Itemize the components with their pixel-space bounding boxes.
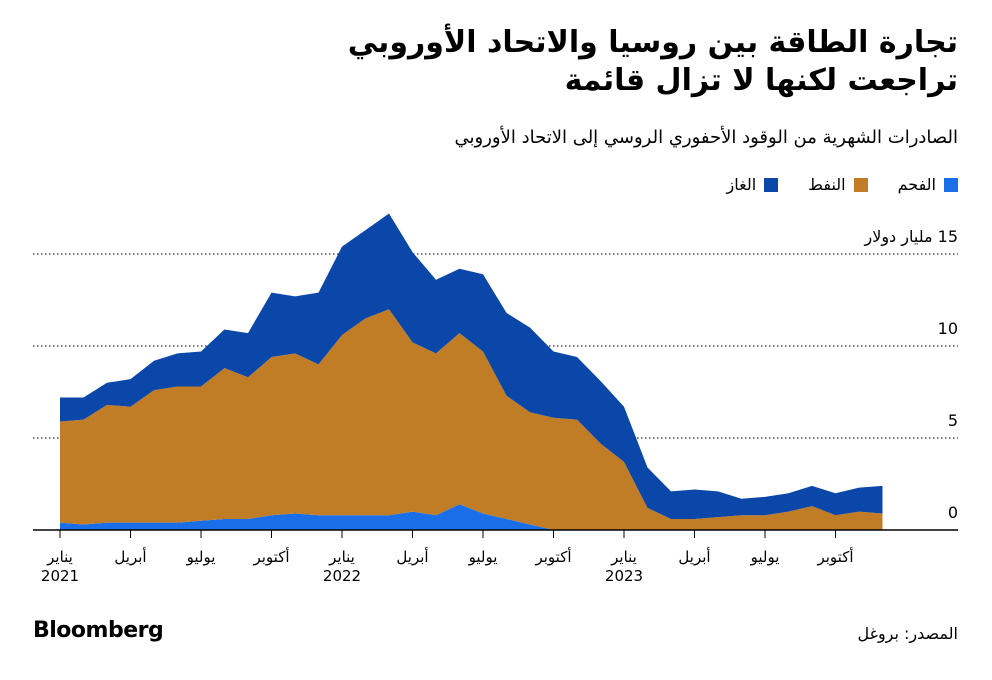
x-tick-label: أبريل (396, 548, 429, 566)
x-tick-label: أكتوبر (535, 548, 572, 566)
area (60, 213, 883, 519)
x-tick-label: أكتوبر (253, 548, 290, 566)
legend-label: الفحم (897, 175, 936, 194)
legend-item: الفحم (898, 175, 958, 194)
x-tick-label: أبريل (114, 548, 147, 566)
y-tick-label: 15 مليار دولار (864, 227, 958, 246)
y-tick-label: 10 (937, 319, 958, 338)
area (60, 309, 883, 530)
x-tick-label: يوليو (468, 548, 498, 566)
x-tick-label: يوليو (750, 548, 780, 566)
legend: الفحم النفط الغاز (727, 175, 958, 194)
legend-swatch (764, 177, 779, 192)
legend-swatch (853, 177, 868, 192)
x-tick-label: أكتوبر (817, 548, 854, 566)
legend-item: الغاز (727, 175, 779, 194)
legend-label: الغاز (726, 175, 757, 194)
y-tick-label: 5 (947, 411, 958, 430)
chart-title: تجارة الطاقة بين روسيا والاتحاد الأوروبي… (347, 25, 958, 98)
brand: Bloomberg (33, 618, 164, 643)
area (60, 504, 883, 530)
legend-swatch (944, 177, 958, 192)
legend-item: النفط (808, 175, 868, 194)
x-tick-label: يناير 2022 (322, 548, 362, 585)
y-tick-label: 0 (947, 503, 958, 522)
x-tick-label: يناير 2023 (604, 548, 644, 585)
source: المصدر: بروغل (857, 624, 958, 643)
chart-subtitle: الصادرات الشهرية من الوقود الأحفوري الرو… (454, 127, 959, 148)
x-tick-label: يوليو (186, 548, 216, 566)
x-tick-label: أبريل (678, 548, 711, 566)
x-tick-label: يناير 2021 (40, 548, 80, 585)
legend-label: النفط (808, 175, 846, 194)
